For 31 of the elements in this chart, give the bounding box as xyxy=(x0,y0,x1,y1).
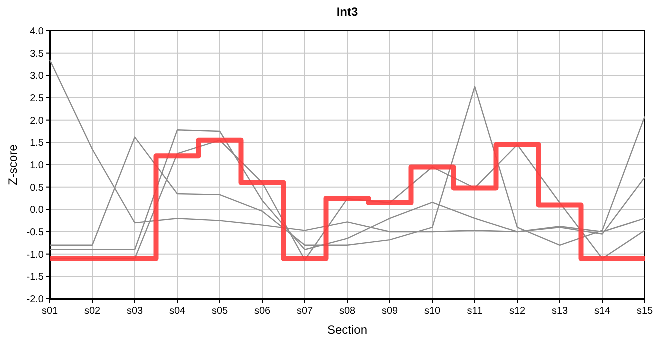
x-tick-label: s09 xyxy=(382,306,398,317)
x-tick-label: s02 xyxy=(84,306,101,317)
y-tick-label: 0.0 xyxy=(30,205,44,216)
x-tick-label: s11 xyxy=(467,306,484,317)
y-tick-label: -1.0 xyxy=(26,250,44,261)
x-tick-label: s10 xyxy=(424,306,441,317)
x-tick-label: s14 xyxy=(594,306,611,317)
y-tick-label: 3.5 xyxy=(30,48,44,60)
x-tick-label: s04 xyxy=(169,306,186,317)
y-tick-label: 2.0 xyxy=(30,116,44,127)
y-tick-label: -1.5 xyxy=(26,272,44,284)
chart-title: Int3 xyxy=(336,5,358,19)
x-tick-label: s13 xyxy=(552,306,568,317)
y-tick-label: -0.5 xyxy=(26,228,44,238)
x-tick-label: s03 xyxy=(126,306,144,317)
y-axis-title: Z-score xyxy=(6,144,20,186)
y-tick-label: 3.0 xyxy=(30,71,44,82)
y-tick-label: 1.0 xyxy=(30,160,44,172)
x-tick-label: s12 xyxy=(509,306,526,317)
x-tick-label: s15 xyxy=(636,306,654,317)
y-tick-label: 0.5 xyxy=(30,182,44,194)
y-tick-label: 4.0 xyxy=(30,26,44,38)
y-tick-label: 2.5 xyxy=(30,94,44,104)
x-tick-label: s01 xyxy=(42,306,58,317)
x-tick-label: s06 xyxy=(254,306,271,317)
x-tick-label: s07 xyxy=(296,306,314,317)
y-tick-label: 1.5 xyxy=(30,138,44,150)
y-tick-label: -2.0 xyxy=(26,294,44,306)
x-tick-label: s08 xyxy=(339,306,356,317)
x-tick-label: s05 xyxy=(212,306,228,317)
x-axis-title: Section xyxy=(327,323,368,337)
